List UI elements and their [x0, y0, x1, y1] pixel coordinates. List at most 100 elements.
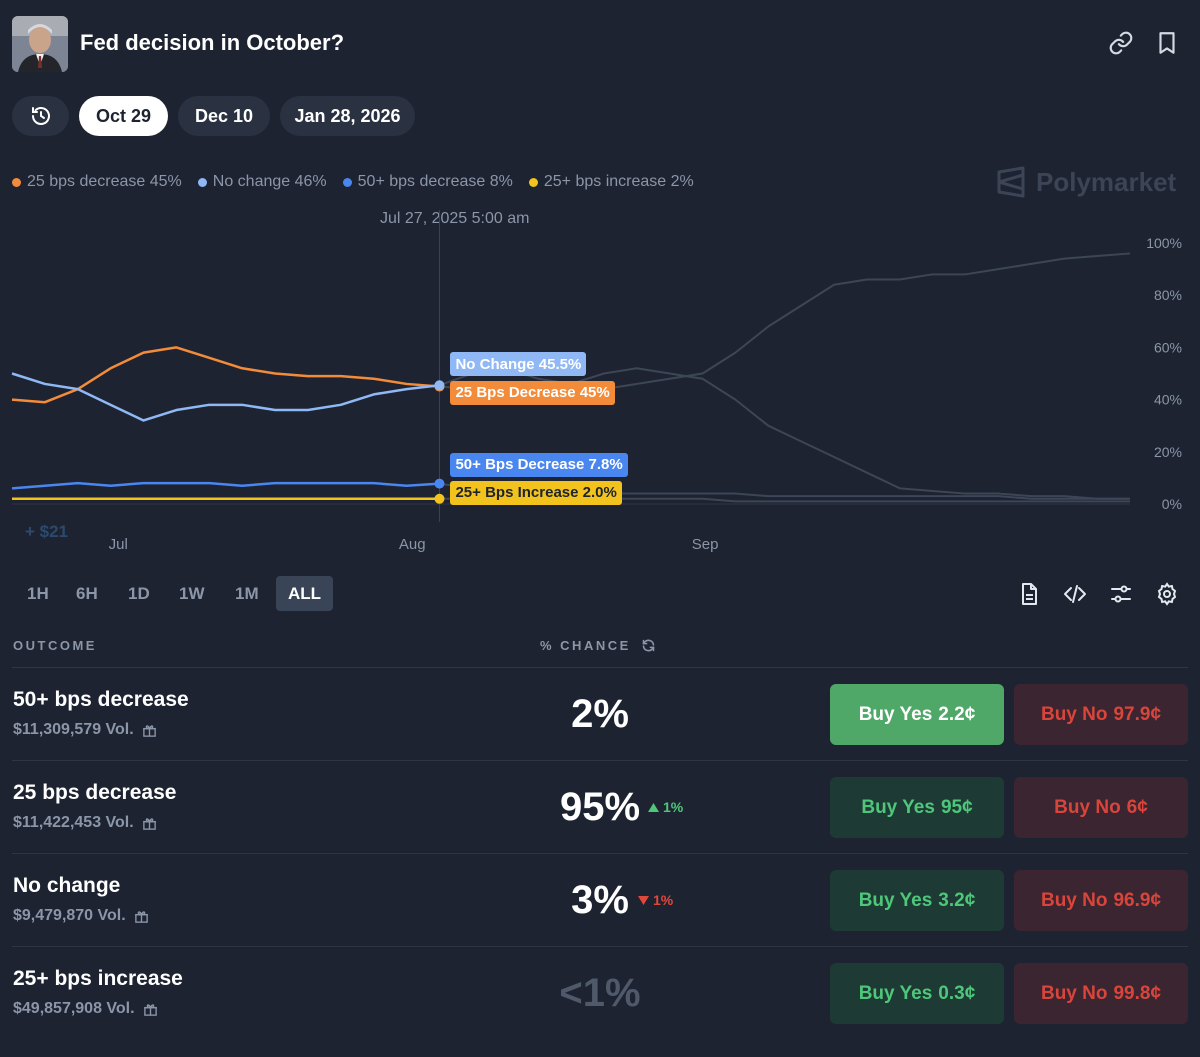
- outcome-chance-value: 2%: [571, 692, 629, 736]
- buy-yes-price: 3.2¢: [938, 889, 976, 911]
- y-tick-label: 20%: [1154, 444, 1182, 460]
- range-1h[interactable]: 1H: [27, 583, 49, 603]
- legend-dot: [342, 177, 352, 187]
- event-avatar: [12, 16, 68, 72]
- chart-tooltip-25-bps-increase: 25+ Bps Increase 2.0%: [450, 480, 622, 505]
- column-header-outcome: OUTCOME: [13, 638, 97, 653]
- buy-yes-price: 2.2¢: [938, 703, 976, 725]
- chance-delta-value: 1%: [653, 892, 674, 908]
- legend-item: 25 bps decrease 45%: [12, 173, 182, 191]
- buy-yes-button[interactable]: Buy Yes 0.3¢: [830, 963, 1004, 1024]
- portrait-image: [12, 16, 68, 72]
- outcome-volume: $11,422,453 Vol.: [13, 814, 157, 832]
- gift-icon[interactable]: [143, 1002, 158, 1017]
- buy-yes-price: 0.3¢: [938, 982, 976, 1004]
- outcome-name: 50+ bps decrease: [13, 688, 189, 711]
- y-tick-label: 80%: [1154, 287, 1182, 303]
- series-line: [11, 346, 440, 404]
- chart-legend: 25 bps decrease 45% No change 46% 50+ bp…: [12, 173, 694, 191]
- buy-no-label: Buy No: [1040, 703, 1108, 725]
- history-button[interactable]: [12, 96, 69, 136]
- legend-label: 50+ bps decrease 8%: [357, 173, 513, 190]
- outcome-volume: $49,857,908 Vol.: [13, 1000, 158, 1018]
- buy-no-price: 6¢: [1126, 796, 1148, 818]
- outcome-volume-text: $49,857,908 Vol.: [13, 1000, 135, 1017]
- buy-no-button[interactable]: Buy No 6¢: [1014, 777, 1188, 838]
- y-tick-label: 60%: [1154, 339, 1182, 355]
- divider: [12, 853, 1188, 854]
- pnl-label: + $21: [25, 522, 68, 541]
- outcome-volume-text: $9,479,870 Vol.: [13, 907, 126, 924]
- buy-yes-price: 95¢: [940, 796, 973, 818]
- divider: [12, 946, 1188, 947]
- legend-dot: [197, 177, 207, 187]
- hover-point: [434, 380, 445, 391]
- brand-name: Polymarket: [1036, 166, 1177, 197]
- chance-delta-up: 1%: [648, 799, 683, 815]
- outcome-volume-text: $11,422,453 Vol.: [13, 814, 134, 831]
- buy-yes-button[interactable]: Buy Yes 3.2¢: [830, 870, 1004, 931]
- chart-tooltip-no-change: No Change 45.5%: [450, 352, 587, 377]
- gift-icon[interactable]: [142, 723, 157, 738]
- range-1d[interactable]: 1D: [128, 583, 150, 603]
- range-1w[interactable]: 1W: [179, 583, 205, 603]
- outcome-name: 25 bps decrease: [13, 781, 177, 804]
- buy-yes-button[interactable]: Buy Yes 95¢: [830, 777, 1004, 838]
- outcome-chance-value: 3%: [571, 878, 629, 922]
- sliders-icon[interactable]: [1109, 582, 1133, 606]
- chance-delta-value: 1%: [663, 799, 684, 815]
- outcome-chance: 3%: [500, 878, 700, 923]
- buy-no-label: Buy No: [1054, 796, 1121, 818]
- outcome-chance: 2%: [500, 692, 700, 737]
- legend-dot: [12, 177, 21, 187]
- buy-yes-label: Buy Yes: [858, 703, 933, 725]
- outcome-name: No change: [13, 874, 121, 897]
- embed-code-icon[interactable]: [1063, 582, 1087, 606]
- buy-no-label: Buy No: [1040, 982, 1108, 1004]
- buy-yes-button[interactable]: Buy Yes 2.2¢: [830, 684, 1004, 745]
- column-header-chance-label: % CHANCE: [540, 638, 631, 653]
- hover-point: [434, 478, 445, 489]
- chart-tooltip-25-bps-decrease: 25 Bps Decrease 45%: [450, 380, 615, 405]
- buy-no-price: 97.9¢: [1113, 703, 1162, 725]
- buy-no-label: Buy No: [1040, 889, 1108, 911]
- y-tick-label: 0%: [1162, 496, 1182, 512]
- range-6h[interactable]: 6H: [76, 583, 98, 603]
- range-1m[interactable]: 1M: [235, 583, 259, 603]
- gift-icon[interactable]: [142, 816, 157, 831]
- outcome-chance-value: 95%: [559, 785, 641, 829]
- divider: [12, 667, 1188, 668]
- legend-dot: [528, 177, 538, 187]
- gift-icon[interactable]: [134, 909, 149, 924]
- buy-yes-label: Buy Yes: [858, 889, 933, 911]
- outcome-volume: $9,479,870 Vol.: [13, 907, 149, 925]
- series-line: [11, 481, 440, 490]
- legend-label: No change 46%: [212, 173, 327, 190]
- polymarket-logo-icon: [997, 166, 1025, 198]
- settings-gear-icon[interactable]: [1155, 582, 1179, 606]
- refresh-icon[interactable]: [641, 638, 656, 653]
- buy-no-button[interactable]: Buy No 96.9¢: [1014, 870, 1188, 931]
- tab-jan-28-2026[interactable]: Jan 28, 2026: [280, 96, 415, 136]
- outcome-chance-value: <1%: [559, 971, 641, 1015]
- x-tick-label: Aug: [399, 536, 426, 553]
- link-icon[interactable]: [1108, 30, 1134, 56]
- legend-item: No change 46%: [197, 173, 327, 191]
- x-tick-label: Sep: [692, 536, 719, 553]
- x-tick-label: Jul: [109, 536, 128, 553]
- buy-no-button[interactable]: Buy No 99.8¢: [1014, 963, 1188, 1024]
- outcome-volume-text: $11,309,579 Vol.: [13, 721, 134, 738]
- buy-yes-label: Buy Yes: [858, 982, 933, 1004]
- document-icon[interactable]: [1017, 582, 1041, 606]
- chart-hover-date: Jul 27, 2025 5:00 am: [380, 210, 530, 227]
- buy-no-price: 96.9¢: [1113, 889, 1162, 911]
- bookmark-icon[interactable]: [1154, 30, 1180, 56]
- outcome-name: 25+ bps increase: [13, 967, 183, 990]
- chart-tooltip-50-bps-decrease: 50+ Bps Decrease 7.8%: [450, 452, 628, 477]
- page-title: Fed decision in October?: [80, 30, 345, 55]
- legend-label: 25 bps decrease 45%: [27, 173, 182, 190]
- buy-no-button[interactable]: Buy No 97.9¢: [1014, 684, 1188, 745]
- tab-oct-29[interactable]: Oct 29: [79, 96, 168, 136]
- range-all[interactable]: ALL: [276, 576, 334, 611]
- tab-dec-10[interactable]: Dec 10: [178, 96, 270, 136]
